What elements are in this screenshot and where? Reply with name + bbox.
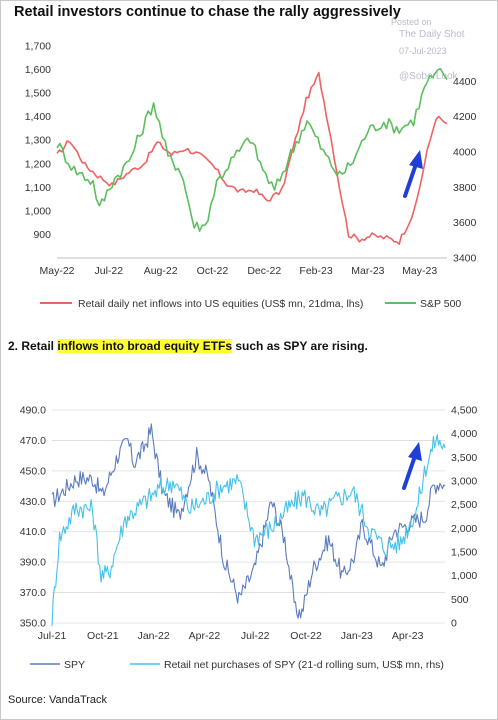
series-line-2 <box>56 68 448 232</box>
y-left-tick-label: 390.0 <box>20 557 46 569</box>
source-note: Source: VandaTrack <box>8 694 108 706</box>
y-left-tick-label: 1,000 <box>25 205 51 217</box>
legend-label-sp500: S&P 500 <box>420 298 461 310</box>
y-left-tick-label: 1,600 <box>25 64 51 76</box>
legend-label-retail-spy: Retail net purchases of SPY (21-d rollin… <box>164 659 444 671</box>
title-bottom-highlight: inflows into broad equity ETFs <box>57 339 233 353</box>
x-tick-label: Apr-22 <box>189 630 221 642</box>
y-left-tick-label: 370.0 <box>20 587 46 599</box>
y-left-tick-label: 1,500 <box>25 88 51 100</box>
title-bottom-prefix: 2. Retail <box>8 339 58 353</box>
legend-label-spy: SPY <box>64 659 85 671</box>
y-left-tick-label: 1,700 <box>25 41 51 53</box>
y-right-tick-label: 4200 <box>453 111 477 123</box>
chart-title-top: Retail investors continue to chase the r… <box>14 4 401 20</box>
chart-title-bottom: 2. Retail inflows into broad equity ETFs… <box>8 339 368 353</box>
chart-top: 900 1,000 1,100 1,200 1,300 1,400 1,500 1,600 1,… <box>25 41 477 311</box>
series-line-1 <box>51 423 446 619</box>
x-tick-label: Jul-21 <box>38 630 67 642</box>
x-tick-label: Oct-22 <box>290 630 322 642</box>
x-tick-label: Oct-21 <box>87 630 119 642</box>
y-right-tick-label: 4,000 <box>451 428 477 440</box>
y-right-tick-label: 4000 <box>453 147 477 159</box>
y-left-tick-label: 350.0 <box>20 618 46 630</box>
y-left-tick-label: 1,400 <box>25 111 51 123</box>
y-left-tick-label: 490.0 <box>20 405 46 417</box>
y-left-tick-label: 1,200 <box>25 158 51 170</box>
y-left-tick-label: 900 <box>33 229 51 241</box>
y-right-tick-label: 2,500 <box>451 499 477 511</box>
y-left-tick-label: 410.0 <box>20 526 46 538</box>
watermark-date: 07-Jul-2023 <box>399 46 447 56</box>
y-right-tick-label: 4,500 <box>451 405 477 417</box>
x-tick-label: Jan-22 <box>138 630 170 642</box>
y-right-tick-label: 2,000 <box>451 523 477 535</box>
watermark-posted-on: Posted on <box>391 17 432 27</box>
y-right-tick-label: 3400 <box>453 253 477 265</box>
x-tick-label: May-23 <box>402 265 437 277</box>
x-tick-label: Oct-22 <box>197 265 229 277</box>
y-right-tick-label: 4400 <box>453 76 477 88</box>
x-tick-label: Mar-23 <box>351 265 384 277</box>
y-left-tick-label: 450.0 <box>20 465 46 477</box>
watermark-handle: @SoberLook <box>399 71 458 82</box>
y-right-tick-label: 3600 <box>453 217 477 229</box>
y-right-tick-label: 3,500 <box>451 452 477 464</box>
up-arrow-head <box>409 150 423 169</box>
legend-label-retail-inflows: Retail daily net inflows into US equitie… <box>78 298 363 310</box>
x-tick-label: Jul-22 <box>95 265 124 277</box>
y-right-tick-label: 1,500 <box>451 547 477 559</box>
x-tick-label: Jan-23 <box>341 630 373 642</box>
x-tick-label: May-22 <box>39 265 74 277</box>
x-tick-label: Dec-22 <box>247 265 281 277</box>
y-right-tick-label: 500 <box>451 594 469 606</box>
up-arrow-shaft <box>403 162 418 198</box>
y-right-tick-label: 3800 <box>453 182 477 194</box>
up-arrow-shaft <box>402 454 417 490</box>
x-tick-label: Jul-22 <box>241 630 270 642</box>
y-left-tick-label: 1,300 <box>25 135 51 147</box>
up-arrow-head <box>408 442 422 461</box>
y-right-tick-label: 1,000 <box>451 570 477 582</box>
y-right-tick-label: 0 <box>451 618 457 630</box>
x-tick-label: Feb-23 <box>299 265 332 277</box>
y-left-tick-label: 430.0 <box>20 496 46 508</box>
x-tick-label: Aug-22 <box>144 265 178 277</box>
series-line-1 <box>56 71 448 245</box>
series-line-2 <box>51 433 446 627</box>
x-tick-label: Apr-23 <box>392 630 424 642</box>
y-left-tick-label: 470.0 <box>20 435 46 447</box>
title-bottom-suffix: such as SPY are rising. <box>232 339 368 353</box>
y-left-tick-label: 1,100 <box>25 182 51 194</box>
watermark-daily-shot: The Daily Shot <box>399 29 465 40</box>
y-right-tick-label: 3,000 <box>451 476 477 488</box>
